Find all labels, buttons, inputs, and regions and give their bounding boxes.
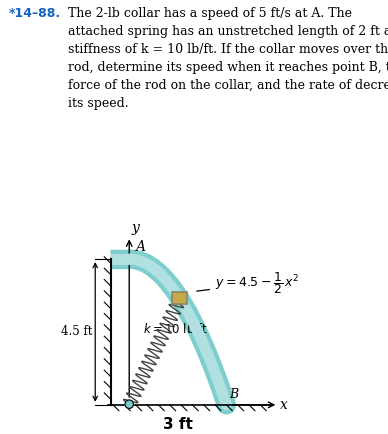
Text: The 2-lb collar has a speed of 5 ft/s at A. The
attached spring has an unstretch: The 2-lb collar has a speed of 5 ft/s at… — [68, 7, 388, 110]
Bar — [172, 292, 187, 304]
Text: 4.5 ft: 4.5 ft — [61, 326, 93, 339]
Circle shape — [125, 400, 133, 408]
Text: y: y — [132, 221, 140, 235]
Text: $y = 4.5 - \dfrac{1}{2}\,x^2$: $y = 4.5 - \dfrac{1}{2}\,x^2$ — [197, 270, 300, 296]
Text: *14–88.: *14–88. — [9, 7, 61, 20]
Text: B: B — [229, 388, 238, 401]
Text: A: A — [135, 240, 145, 254]
Text: 3 ft: 3 ft — [163, 418, 193, 432]
Text: $k = 10\ \mathrm{lb/ft}$: $k = 10\ \mathrm{lb/ft}$ — [143, 321, 208, 336]
Text: x: x — [280, 398, 288, 412]
